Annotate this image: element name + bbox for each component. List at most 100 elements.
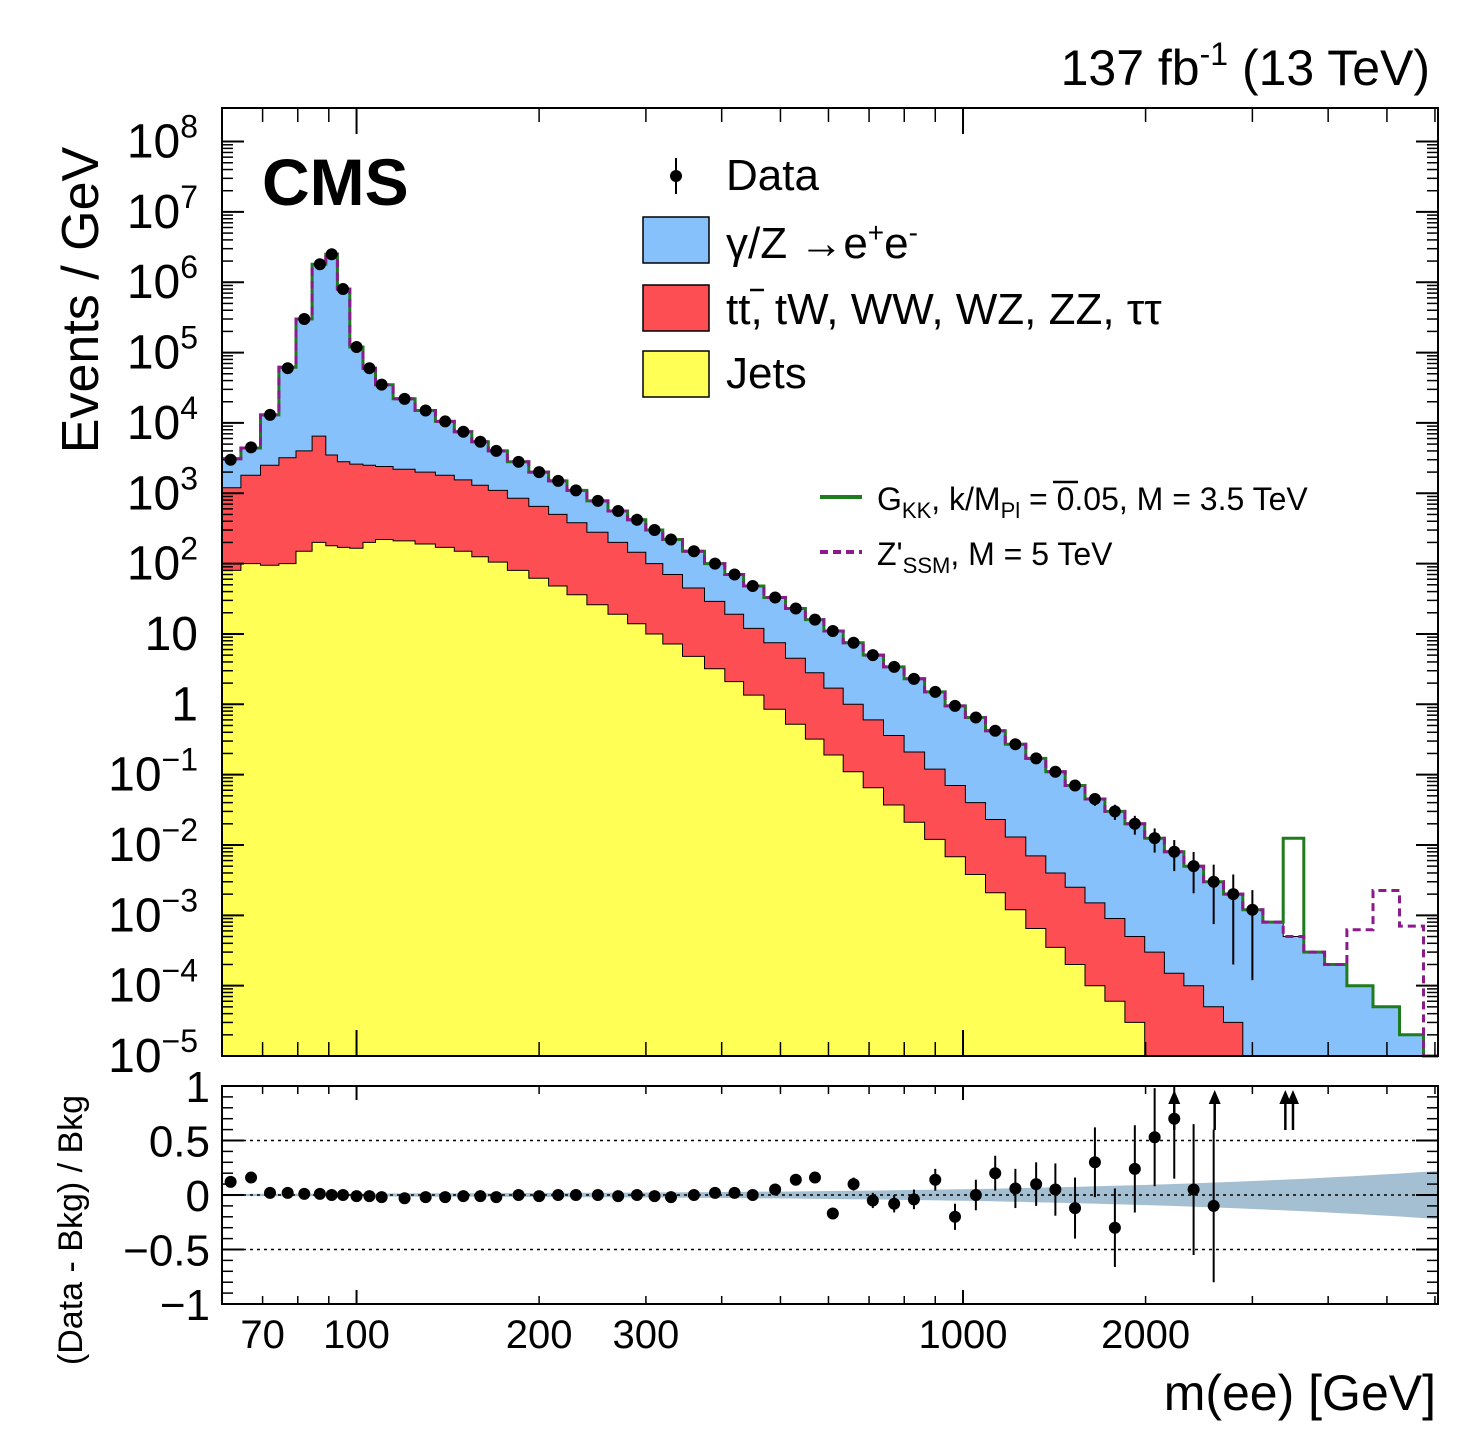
data-point: [419, 404, 432, 417]
ratio-point: [948, 1210, 961, 1223]
svg-text:tt, tW, WW, WZ, ZZ, ττ: tt, tW, WW, WZ, ZZ, ττ: [726, 285, 1162, 334]
ratio-point: [337, 1189, 350, 1201]
ratio-ticks: [221, 1085, 1438, 1305]
legend-jets-swatch: [642, 350, 710, 398]
ratio-point: [826, 1207, 839, 1220]
ratio-point: [969, 1189, 982, 1201]
main-ticks: [221, 108, 1438, 1057]
data-point: [313, 258, 326, 271]
data-point: [808, 613, 821, 626]
ratio-point: [375, 1191, 388, 1204]
ratio-point: [746, 1189, 759, 1201]
data-point: [1168, 845, 1181, 858]
ratio-point: [687, 1189, 700, 1201]
data-point: [1049, 765, 1062, 778]
jets-stack-area: [221, 539, 1438, 1057]
x-tick-label: 300: [613, 1313, 680, 1357]
ratio-point: [989, 1167, 1002, 1180]
y-tick-label: 104: [127, 390, 198, 450]
data-point: [888, 660, 901, 673]
ratio-point: [907, 1193, 920, 1206]
data-point: [375, 378, 388, 391]
y-tick-label: 108: [127, 109, 198, 169]
ratio-point: [709, 1186, 722, 1199]
y-tick-label: 107: [127, 179, 198, 239]
data-point: [1246, 903, 1259, 916]
data-point: [1108, 805, 1121, 818]
ratio-point: [1088, 1156, 1101, 1169]
ratio-point: [808, 1171, 821, 1184]
ratio-point: [281, 1186, 294, 1199]
legend-data-marker: [670, 158, 682, 194]
y-tick-label: 10−5: [108, 1023, 198, 1083]
data-point: [907, 672, 920, 685]
main-y-axis-label: Events / GeV: [52, 147, 110, 454]
legend-top-swatch: [642, 284, 710, 332]
ratio-point: [512, 1189, 525, 1201]
legend-gkk-label: GKK, k/MPl = 0.05, M = 3.5 TeV: [877, 480, 1308, 523]
data-point: [1148, 832, 1161, 845]
data-point: [363, 362, 376, 375]
data-point: [298, 313, 311, 326]
data-point: [826, 625, 839, 638]
x-axis-label: m(ee) [GeV]: [1164, 1365, 1436, 1421]
legend-zprime-label: Z'SSM, M = 5 TeV: [877, 536, 1113, 578]
data-point: [350, 341, 363, 354]
legend-dy-label: γ/Z →e+e-: [726, 217, 918, 268]
ratio-point: [1128, 1162, 1141, 1175]
data-point: [1207, 875, 1220, 888]
y-tick-label: 10−4: [108, 953, 198, 1013]
data-point: [969, 711, 982, 724]
lumi-label: 137 fb-1 (13 TeV): [1061, 36, 1430, 96]
ratio-point: [630, 1189, 643, 1201]
ratio-y-tick-label: 0.5: [149, 1118, 210, 1167]
data-point: [552, 474, 565, 487]
ratio-point: [350, 1190, 363, 1203]
data-point: [245, 441, 258, 454]
ratio-overflow-arrowhead: [1279, 1090, 1292, 1104]
data-point: [569, 484, 582, 497]
data-point: [630, 513, 643, 526]
data-point: [337, 283, 350, 296]
data-point: [948, 699, 961, 712]
ratio-point: [264, 1186, 277, 1199]
data-point: [687, 545, 700, 558]
ratio-overflow-arrowhead: [1208, 1090, 1221, 1104]
ratio-y-axis-label: (Data - Bkg) / Bkg: [52, 1095, 90, 1365]
x-tick-label: 200: [506, 1313, 573, 1357]
ratio-point: [224, 1175, 237, 1188]
data-point: [325, 248, 338, 261]
data-point: [439, 415, 452, 428]
data-point: [474, 435, 487, 448]
x-tick-labels: 70 100 200 300 1000 2000: [240, 1313, 1190, 1357]
ratio-point: [419, 1191, 432, 1204]
data-point: [533, 466, 546, 479]
data-point: [728, 568, 741, 581]
y-tick-label: 1: [171, 678, 198, 731]
bkg-uncertainty-band: [222, 1171, 1438, 1219]
ratio-point: [1207, 1199, 1220, 1212]
ratio-point: [847, 1178, 860, 1191]
data-point: [789, 602, 802, 615]
main-panel: 10810710610510410310210110−110−210−310−4…: [108, 107, 1439, 1083]
ratio-y-tick-label: 1: [186, 1063, 210, 1112]
y-tick-label: 10: [145, 608, 198, 661]
ratio-point: [533, 1190, 546, 1203]
data-point: [1069, 779, 1082, 792]
ratio-y-tick-label: 0: [186, 1172, 210, 1221]
data-point: [591, 494, 604, 507]
x-tick-label: 1000: [919, 1313, 1008, 1357]
ratio-point: [363, 1190, 376, 1203]
ratio-point: [325, 1189, 338, 1201]
ratio-point: [1187, 1183, 1200, 1196]
ratio-point: [398, 1192, 411, 1205]
data-point: [264, 408, 277, 421]
data-point: [1009, 738, 1022, 751]
ratio-point: [1108, 1221, 1121, 1234]
ratio-panel: 1 0.5 0 −0.5 −1 70 100 200 300 1000 2000: [123, 1063, 1439, 1357]
ratio-point: [866, 1194, 879, 1207]
ratio-y-tick-label: −0.5: [123, 1227, 210, 1276]
y-tick-label: 10−2: [108, 812, 198, 872]
ratio-point: [769, 1183, 782, 1196]
